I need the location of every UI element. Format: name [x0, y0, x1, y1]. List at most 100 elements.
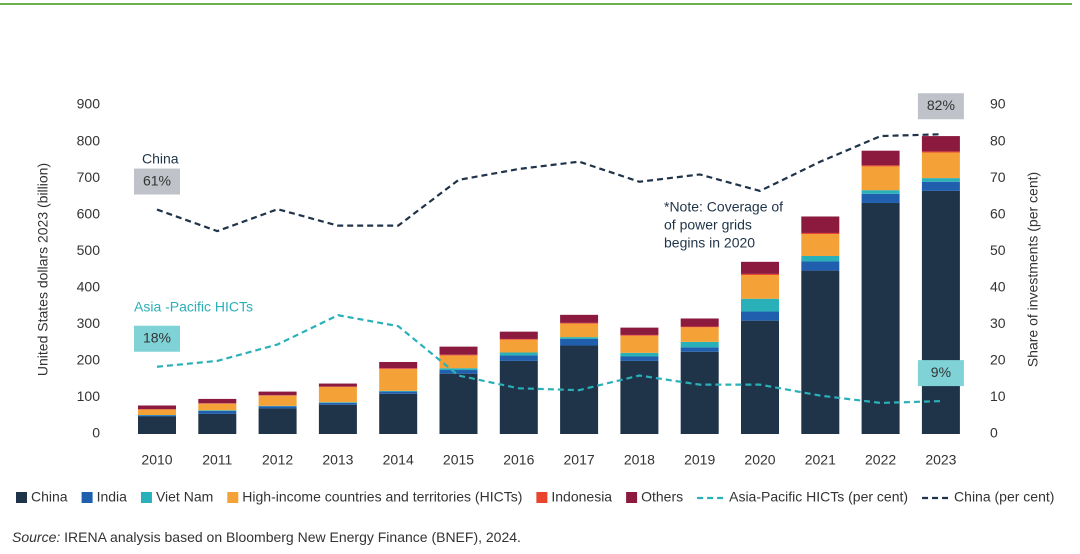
legend-marker — [536, 492, 548, 503]
bar-segment — [198, 403, 237, 411]
bar-segment — [861, 165, 900, 167]
legend-marker — [81, 492, 93, 503]
value-label: 18% — [143, 329, 171, 345]
bar-segment — [138, 416, 176, 434]
legend-marker — [140, 492, 152, 503]
bar-segment — [921, 190, 960, 434]
bar-segment — [499, 339, 538, 353]
value-label: 82% — [927, 97, 955, 113]
y-tick-label: 200 — [77, 352, 101, 368]
legend-label: Others — [641, 489, 683, 505]
bar-segment — [921, 152, 960, 179]
bar-segment — [741, 261, 779, 274]
y2-tick-label: 40 — [990, 278, 1006, 294]
legend-label: China — [31, 489, 68, 505]
bar-segment — [680, 318, 719, 327]
bar-segment — [318, 402, 357, 405]
y-tick-label: 100 — [77, 388, 101, 404]
y2-tick-label: 50 — [990, 242, 1006, 258]
x-tick-label: 2020 — [744, 452, 775, 468]
bar-segment — [680, 327, 719, 342]
bar-segment — [861, 166, 900, 191]
bar-segment — [560, 322, 599, 324]
bar-segment — [258, 391, 297, 396]
x-tick-label: 2011 — [202, 452, 232, 468]
bar-segment — [318, 404, 357, 434]
bar-segment — [620, 327, 659, 335]
bar-segment — [801, 234, 840, 256]
bar-segment — [560, 323, 599, 338]
bar-segment — [318, 402, 357, 403]
source-text: IRENA analysis based on Bloomberg New En… — [60, 529, 521, 545]
bar-segment — [680, 351, 719, 434]
bar-segment — [861, 190, 900, 194]
bar-segment — [379, 368, 418, 391]
legend-label: India — [97, 489, 128, 505]
bar-segment — [198, 410, 237, 411]
x-tick-label: 2022 — [865, 452, 896, 468]
source: Source: IRENA analysis based on Bloomber… — [12, 529, 521, 545]
bar-segment — [801, 270, 840, 434]
y2-tick-label: 0 — [990, 425, 998, 441]
bar-segment — [741, 273, 779, 275]
bar-segment — [741, 311, 779, 321]
y2-tick-label: 90 — [990, 96, 1006, 112]
bar-segment — [379, 390, 418, 392]
bar-segment — [439, 355, 478, 369]
bar-segment — [379, 368, 418, 369]
legend-marker — [227, 492, 239, 503]
bar-segment — [258, 406, 297, 409]
y2-tick-label: 60 — [990, 205, 1006, 221]
bar-segment — [439, 370, 478, 374]
legend-label: Indonesia — [551, 489, 612, 505]
x-tick-label: 2018 — [624, 452, 655, 468]
x-tick-label: 2010 — [141, 452, 172, 468]
legend-marker — [626, 492, 638, 503]
x-tick-label: 2023 — [925, 452, 956, 468]
bar-segment — [921, 181, 960, 191]
annotation: *Note: Coverage of — [664, 199, 783, 215]
bar-segment — [741, 320, 779, 434]
x-tick-label: 2012 — [262, 452, 293, 468]
bar-segment — [620, 335, 659, 353]
bar-segment — [379, 391, 418, 394]
annotation: Asia -Pacific HICTs — [134, 299, 253, 315]
bar-segment — [439, 346, 478, 355]
bar-segment — [318, 386, 357, 403]
bar-segment — [439, 373, 478, 434]
line-series — [156, 314, 941, 405]
value-label-box — [917, 360, 964, 387]
bar-segment — [318, 383, 357, 387]
bar-segment — [560, 338, 599, 346]
bar-segment — [499, 352, 538, 356]
bar-segment — [801, 216, 840, 233]
bar-segment — [258, 395, 297, 406]
y2-tick-label: 80 — [990, 132, 1006, 148]
y-tick-label: 700 — [77, 169, 101, 185]
bar-segment — [439, 354, 478, 356]
bar-segment — [499, 355, 538, 361]
y2-tick-label: 20 — [990, 352, 1006, 368]
y-tick-label: 300 — [77, 315, 101, 331]
legend-label: High-income countries and territories (H… — [242, 489, 522, 505]
bar-segment — [258, 408, 297, 434]
bar-segment — [741, 298, 779, 312]
bar-segment — [620, 334, 659, 336]
y2-tick-label: 70 — [990, 169, 1006, 185]
bar-segment — [921, 151, 960, 153]
legend-label: Viet Nam — [156, 489, 213, 505]
legend-marker — [16, 492, 27, 503]
value-label-box — [134, 168, 180, 195]
bar-segment — [801, 261, 840, 271]
value-label-box — [917, 93, 964, 120]
bar-segment — [801, 232, 840, 235]
bar-segment — [861, 193, 900, 203]
bar-segment — [198, 410, 237, 414]
bar-segment — [198, 413, 237, 434]
bar-segment — [379, 393, 418, 434]
y-tick-label: 0 — [92, 425, 100, 441]
bar-segment — [680, 347, 719, 352]
x-tick-label: 2013 — [322, 452, 353, 468]
bar-segment — [620, 360, 659, 434]
